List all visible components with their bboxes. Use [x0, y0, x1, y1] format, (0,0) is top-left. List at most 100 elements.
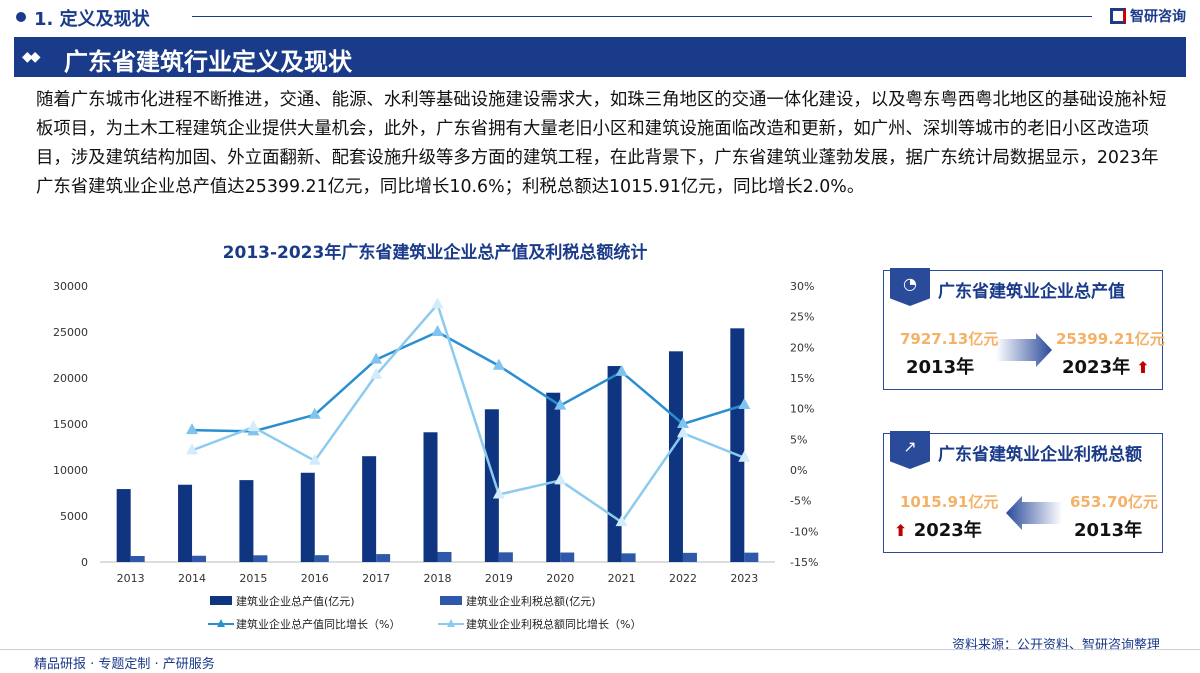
- card-title: 广东省建筑业企业利税总额: [938, 445, 1142, 465]
- bar-tax: [314, 555, 329, 562]
- brand-logo: 智研咨询: [1110, 6, 1186, 26]
- bar-tax: [192, 555, 207, 562]
- x-tick-label: 2019: [485, 572, 513, 585]
- y2-tick-label: 30%: [790, 280, 814, 293]
- source-note: 资料来源：公开资料、智研咨询整理: [951, 638, 1160, 653]
- chart-title: 2013-2023年广东省建筑业企业总产值及利税总额统计: [222, 243, 648, 263]
- x-tick-label: 2020: [546, 572, 574, 585]
- bar-tax: [621, 553, 636, 562]
- to-value: 1015.91亿元: [900, 493, 999, 511]
- legend-marker: [217, 619, 225, 627]
- bar-tax: [130, 555, 145, 562]
- brand-name: 智研咨询: [1130, 9, 1186, 25]
- bar-tax: [437, 551, 452, 562]
- to-year-text: 2023年: [1062, 357, 1131, 378]
- marker-output-growth: [738, 397, 751, 409]
- arrow-up-icon: ⬆: [1136, 358, 1150, 377]
- bar-output: [546, 392, 561, 562]
- bar-output: [423, 432, 438, 562]
- marker-tax-growth: [554, 473, 567, 485]
- from-year: 2013年: [906, 357, 975, 378]
- marker-tax-growth: [431, 297, 444, 309]
- bar-output: [362, 456, 377, 562]
- bar-output: [607, 366, 622, 562]
- legend-label: 建筑业企业利税总额(亿元): [466, 594, 596, 608]
- to-year-text: 2023年: [913, 520, 982, 541]
- from-value: 7927.13亿元: [900, 330, 999, 348]
- marker-tax-growth: [370, 367, 383, 379]
- growth-chart-icon: ↗: [890, 431, 930, 469]
- bar-output: [668, 351, 683, 562]
- legend-label: 建筑业企业利税总额同比增长（%）: [466, 617, 641, 631]
- marker-tax-growth: [615, 515, 628, 527]
- bar-tax: [376, 554, 391, 562]
- marker-tax-growth: [738, 450, 751, 462]
- arrow-up-icon: ⬆: [894, 521, 908, 540]
- bar-tax: [253, 555, 268, 562]
- y2-tick-label: -5%: [790, 495, 811, 508]
- y2-tick-label: -15%: [790, 556, 818, 569]
- legend-swatch: [210, 596, 232, 605]
- marker-tax-growth: [308, 453, 321, 465]
- y2-tick-label: 0%: [790, 464, 807, 477]
- card-tax: ↗ 广东省建筑业企业利税总额 1015.91亿元 ⬆ 2023年 653.70亿…: [883, 431, 1163, 553]
- legend-marker: [447, 619, 455, 627]
- y-tick-label: 10000: [53, 464, 88, 477]
- page-title: 广东省建筑行业定义及现状: [64, 48, 352, 76]
- divider: [192, 16, 1092, 17]
- card-output: ◔ 广东省建筑业企业总产值 7927.13亿元 2013年 25399.21亿元…: [883, 268, 1165, 390]
- bar-tax: [560, 552, 575, 562]
- marker-output-growth: [370, 352, 383, 364]
- logo-icon: [1110, 8, 1126, 24]
- y-tick-label: 15000: [53, 418, 88, 431]
- arrow-left-icon: [1006, 496, 1062, 530]
- marker-tax-growth: [186, 443, 199, 455]
- y-tick-label: 0: [81, 556, 88, 569]
- y-tick-label: 5000: [60, 510, 88, 523]
- chart: 0 5000 10000 15000 20000 25000 30000 -15% -10% -5…: [53, 280, 818, 631]
- marker-output-growth: [431, 325, 444, 336]
- bar-tax: [498, 552, 513, 562]
- to-year: ⬆ 2023年: [894, 516, 982, 542]
- x-tick-label: 2015: [239, 572, 267, 585]
- x-tick-label: 2017: [362, 572, 390, 585]
- bar-output: [116, 489, 131, 562]
- marker-output-growth: [492, 358, 505, 370]
- marker-output-growth: [308, 407, 321, 419]
- to-value: 25399.21亿元: [1056, 330, 1165, 348]
- marker-output-growth: [186, 423, 199, 435]
- marker-output-growth: [615, 364, 628, 376]
- line-output-growth: [192, 330, 745, 433]
- y-tick-label: 20000: [53, 372, 88, 385]
- section-label: 1. 定义及现状: [34, 9, 150, 30]
- legend-swatch: [440, 596, 462, 605]
- top-bar: 1. 定义及现状 智研咨询: [0, 0, 1200, 34]
- y2-tick-label: 25%: [790, 311, 814, 324]
- from-value: 653.70亿元: [1070, 493, 1158, 511]
- card-title: 广东省建筑业企业总产值: [938, 282, 1125, 302]
- bar-output: [484, 409, 499, 562]
- y2-tick-label: 5%: [790, 433, 807, 446]
- footer-slogan: 精品研报 · 专题定制 · 产研服务: [34, 657, 215, 672]
- intro-paragraph: 随着广东城市化进程不断推进，交通、能源、水利等基础设施建设需求大，如珠三角地区的…: [36, 90, 1167, 197]
- legend-label: 建筑业企业总产值(亿元): [236, 594, 355, 608]
- from-year: 2013年: [1074, 520, 1143, 541]
- bar-tax: [682, 552, 697, 562]
- footer-divider: [0, 649, 1200, 650]
- y2-tick-label: 15%: [790, 372, 814, 385]
- y2-tick-label: -10%: [790, 525, 818, 538]
- bar-tax: [744, 552, 759, 562]
- bullet-icon: [16, 12, 26, 22]
- x-tick-label: 2018: [424, 572, 452, 585]
- marker-output-growth: [554, 398, 567, 410]
- line-tax-growth: [191, 301, 745, 524]
- legend-label: 建筑业企业总产值同比增长（%）: [236, 617, 400, 631]
- bar-output: [300, 472, 315, 562]
- bar-output: [239, 480, 254, 562]
- marker-tax-growth: [676, 426, 689, 438]
- x-tick-label: 2023: [730, 572, 758, 585]
- to-year: 2023年 ⬆: [1062, 353, 1150, 379]
- arrow-right-icon: [996, 333, 1052, 367]
- marker-tax-growth: [492, 487, 505, 499]
- x-tick-label: 2016: [301, 572, 329, 585]
